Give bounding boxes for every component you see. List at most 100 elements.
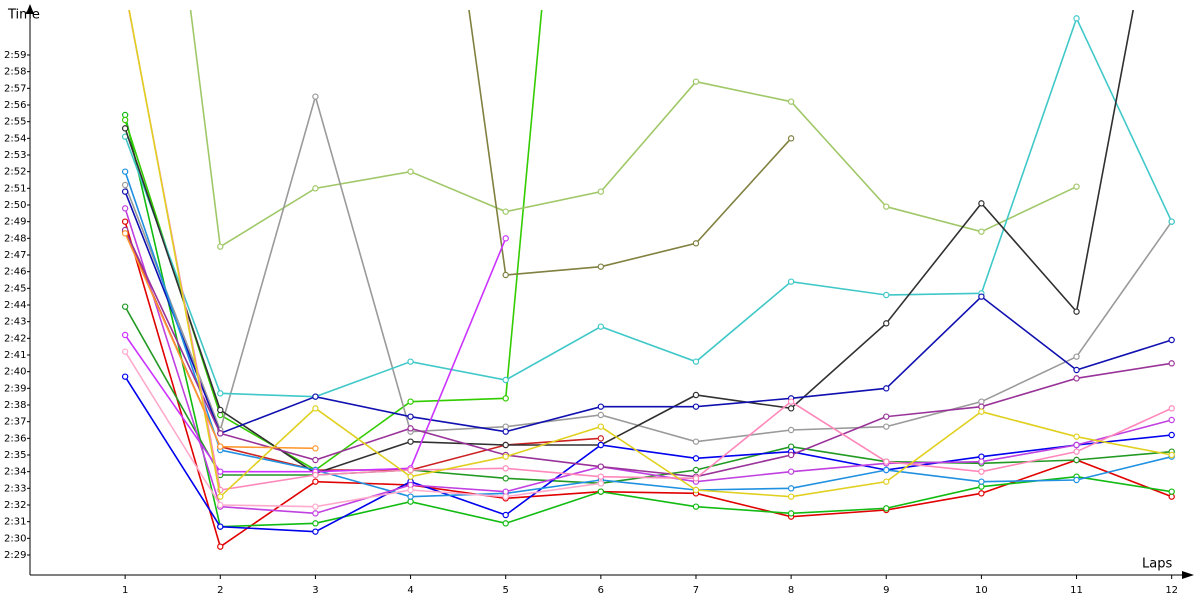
x-tick-label: 12: [1165, 585, 1178, 596]
data-point: [883, 505, 890, 512]
y-axis-title: Time: [7, 8, 40, 23]
data-point: [787, 98, 795, 105]
y-tick-label: 2:37: [4, 417, 26, 428]
data-point: [1073, 476, 1080, 484]
data-point: [597, 423, 605, 430]
series: [121, 348, 605, 510]
series: [121, 205, 1175, 517]
y-tick-label: 2:39: [4, 383, 26, 394]
data-point: [1073, 375, 1080, 382]
data-point: [883, 458, 890, 465]
series-line: [124, 238, 507, 473]
x-axis-title: Laps: [1142, 557, 1172, 572]
y-tick-label: 2:55: [4, 117, 26, 128]
data-point: [121, 373, 129, 380]
y-tick-label: 2:52: [4, 167, 26, 178]
y-tick-label: 2:58: [4, 67, 26, 78]
data-point: [692, 391, 700, 399]
data-point: [597, 403, 605, 410]
data-point: [787, 278, 795, 285]
y-tick-label: 2:54: [4, 133, 26, 144]
data-point: [502, 235, 509, 242]
data-point: [121, 125, 129, 132]
y-tick-label: 2:56: [4, 100, 26, 111]
x-tick-label: 3: [312, 585, 318, 596]
data-point: [1168, 405, 1175, 412]
data-point: [597, 411, 605, 419]
data-point: [502, 428, 509, 435]
data-point: [597, 188, 605, 195]
data-point: [597, 488, 605, 495]
series: [121, 10, 1134, 477]
x-axis-arrow: [1182, 571, 1194, 579]
data-point: [692, 403, 700, 410]
data-point: [312, 528, 319, 535]
data-point: [407, 466, 414, 474]
series: [121, 188, 1175, 437]
y-tick-label: 2:38: [4, 400, 26, 411]
data-point: [217, 468, 224, 475]
data-point: [312, 445, 319, 452]
y-tick-label: 2:36: [4, 433, 26, 444]
data-point: [121, 116, 129, 124]
data-point: [787, 468, 795, 475]
x-tick-label: 4: [407, 585, 413, 596]
y-tick-label: 2:32: [4, 500, 26, 511]
data-point: [787, 485, 795, 492]
series-line: [124, 306, 1172, 485]
data-point: [1168, 336, 1175, 344]
series: [468, 10, 795, 279]
series-line: [124, 208, 1172, 515]
data-point: [1168, 451, 1175, 459]
data-point: [692, 486, 700, 494]
data-point: [217, 523, 224, 530]
data-point: [312, 510, 319, 517]
data-point: [978, 293, 985, 300]
data-point: [1073, 183, 1080, 190]
series: [121, 15, 1175, 400]
series: [121, 93, 1175, 445]
x-tick-label: 11: [1070, 585, 1083, 596]
series-line: [128, 10, 1173, 491]
data-point: [883, 423, 890, 430]
data-point: [597, 480, 605, 487]
data-point: [1073, 366, 1080, 374]
series-line: [124, 376, 1172, 533]
data-point: [407, 358, 414, 365]
y-tick-label: 2:44: [4, 300, 26, 311]
data-point: [217, 543, 224, 550]
data-point: [1073, 448, 1080, 455]
data-point: [597, 463, 605, 470]
data-point: [407, 413, 414, 420]
data-point: [978, 200, 985, 207]
x-tick-label: 2: [217, 585, 223, 596]
data-point: [502, 453, 509, 460]
data-point: [217, 243, 224, 250]
data-point: [1073, 433, 1080, 440]
y-tick-label: 2:33: [4, 483, 26, 494]
data-point: [217, 493, 224, 500]
data-point: [121, 348, 129, 355]
data-point: [1168, 431, 1175, 439]
data-point: [407, 473, 414, 480]
plot-area: [121, 10, 1175, 550]
data-point: [502, 465, 509, 472]
y-tick-label: 2:45: [4, 283, 26, 294]
series: [121, 226, 1175, 480]
data-point: [787, 398, 795, 405]
y-tick-label: 2:59: [4, 50, 26, 61]
data-point: [883, 466, 890, 474]
data-point: [502, 271, 509, 279]
data-point: [121, 188, 129, 195]
data-point: [692, 438, 700, 445]
series-line: [189, 10, 1077, 248]
data-point: [692, 455, 700, 462]
data-point: [978, 490, 985, 497]
data-point: [787, 510, 795, 517]
series-line: [124, 171, 1172, 498]
y-tick-label: 2:40: [4, 367, 26, 378]
y-tick-label: 2:31: [4, 517, 26, 528]
data-point: [787, 135, 795, 142]
data-point: [597, 473, 605, 480]
data-point: [217, 501, 224, 509]
